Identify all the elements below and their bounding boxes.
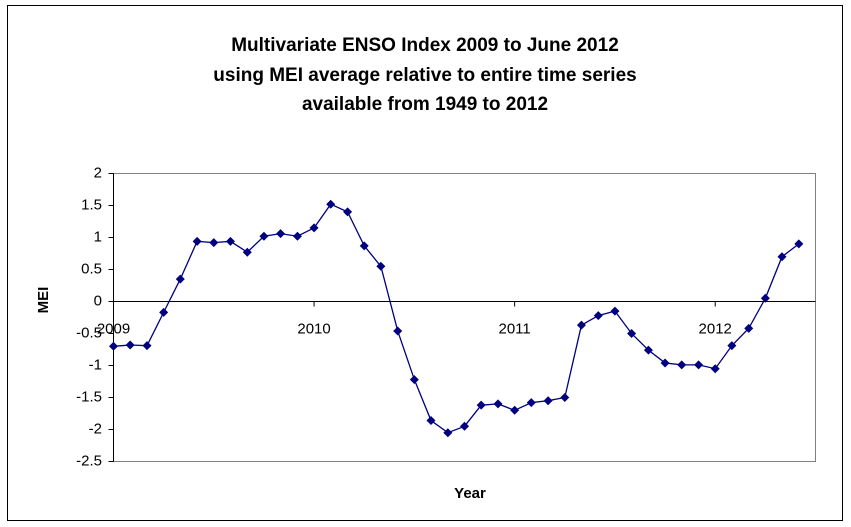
data-point <box>125 340 135 350</box>
chart-border <box>7 5 843 521</box>
y-tick-label: 1.5 <box>81 196 102 213</box>
x-tick-label: 2009 <box>97 320 130 337</box>
x-tick-label: 2010 <box>297 320 330 337</box>
y-tick-label: 1 <box>94 228 102 245</box>
data-point <box>710 364 720 374</box>
data-point <box>694 360 704 370</box>
data-point <box>175 274 185 284</box>
data-point <box>744 323 754 333</box>
data-point <box>376 261 386 271</box>
data-point <box>426 416 436 426</box>
data-point <box>326 199 336 209</box>
data-point <box>359 241 369 251</box>
data-point <box>576 320 586 330</box>
data-point <box>610 306 620 316</box>
y-tick-label: -2 <box>89 420 102 437</box>
x-tick-label: 2011 <box>499 320 531 337</box>
data-point <box>643 345 653 355</box>
data-point <box>493 399 503 409</box>
y-tick-label: -0.5 <box>76 324 102 341</box>
y-axis-label: MEI <box>35 287 52 314</box>
data-point <box>543 396 553 406</box>
data-point <box>560 393 570 402</box>
y-tick-label: -2.5 <box>76 452 102 469</box>
data-point <box>159 307 169 317</box>
y-tick-label: -1 <box>89 356 102 373</box>
data-point <box>443 428 453 438</box>
data-point <box>627 329 637 338</box>
data-point <box>276 229 286 239</box>
data-point <box>292 231 302 241</box>
y-tick-label: 0 <box>94 292 102 309</box>
data-point <box>343 207 353 217</box>
data-point <box>760 293 770 303</box>
data-point <box>109 341 118 351</box>
data-point <box>510 405 520 415</box>
x-tick-label: 2012 <box>699 320 732 337</box>
x-axis-label: Year <box>454 485 486 502</box>
chart-title: Multivariate ENSO Index 2009 to June 201… <box>231 35 619 56</box>
chart-title: available from 1949 to 2012 <box>302 94 548 115</box>
data-point <box>409 375 419 385</box>
chart-title: using MEI average relative to entire tim… <box>213 65 636 86</box>
data-point <box>225 236 235 246</box>
data-point <box>777 252 787 262</box>
data-point <box>242 247 252 257</box>
data-point <box>393 326 403 336</box>
data-point <box>660 358 670 368</box>
data-point <box>526 398 536 408</box>
data-point <box>192 236 202 246</box>
data-point <box>677 360 687 370</box>
y-tick-label: 2 <box>94 164 102 181</box>
data-point <box>794 239 804 249</box>
data-point <box>309 223 319 233</box>
data-point <box>476 400 486 410</box>
data-point <box>460 421 469 431</box>
data-point <box>259 231 269 241</box>
data-point <box>593 311 603 321</box>
data-point <box>142 341 152 351</box>
y-tick-label: 0.5 <box>81 260 102 277</box>
y-tick-label: -1.5 <box>76 388 102 405</box>
data-point <box>209 238 219 248</box>
data-point <box>727 341 737 351</box>
